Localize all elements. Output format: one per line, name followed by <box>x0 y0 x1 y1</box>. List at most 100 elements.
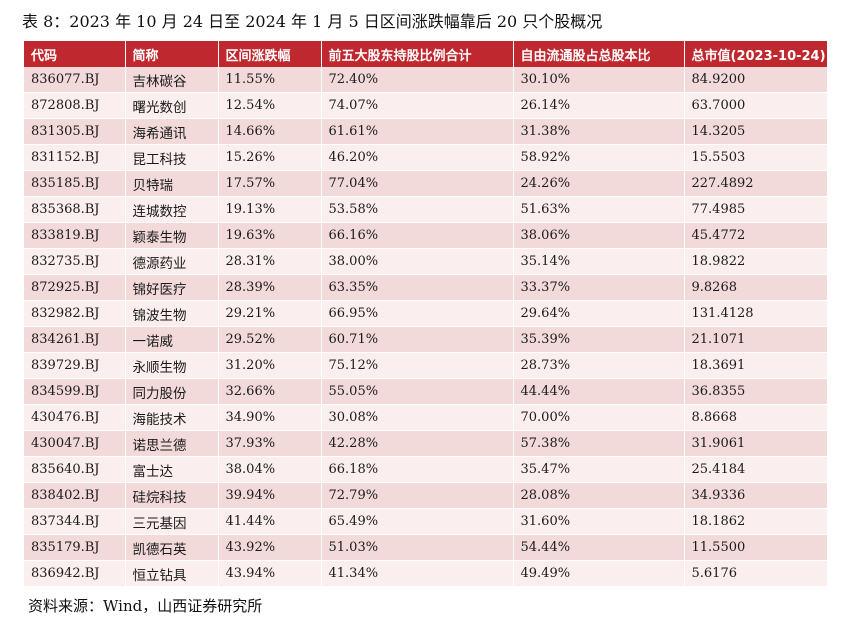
table-row: 836942.BJ 恒立钻具 43.94% 41.34% 49.49% 5.6176 <box>24 560 827 587</box>
cell-code: 835640.BJ <box>24 456 126 483</box>
table-row: 872925.BJ 锦好医疗 28.39% 63.35% 33.37% 9.8268 <box>24 274 827 301</box>
cell-top5-holders: 77.04% <box>321 170 514 197</box>
header-change: 区间涨跌幅 <box>218 41 322 67</box>
cell-change: 32.66% <box>218 378 322 405</box>
cell-code: 831152.BJ <box>24 144 126 171</box>
cell-change: 43.92% <box>218 534 322 561</box>
cell-change: 12.54% <box>218 92 322 119</box>
cell-change: 17.57% <box>218 170 322 197</box>
table-row: 831305.BJ 海希通讯 14.66% 61.61% 31.38% 14.3205 <box>24 118 827 145</box>
header-code: 代码 <box>24 41 126 67</box>
cell-market-cap: 227.4892 <box>684 170 827 197</box>
cell-market-cap: 9.8268 <box>684 274 827 301</box>
table-row: 838402.BJ 硅烷科技 39.94% 72.79% 28.08% 34.9336 <box>24 482 827 509</box>
cell-free-float: 30.10% <box>513 67 685 93</box>
header-top5-holders: 前五大股东持股比例合计 <box>321 41 514 67</box>
cell-change: 15.26% <box>218 144 322 171</box>
cell-change: 31.20% <box>218 352 322 379</box>
cell-top5-holders: 66.95% <box>321 300 514 327</box>
cell-market-cap: 31.9061 <box>684 430 827 457</box>
cell-name: 海能技术 <box>125 404 219 431</box>
cell-change: 38.04% <box>218 456 322 483</box>
cell-market-cap: 18.3691 <box>684 352 827 379</box>
cell-free-float: 51.63% <box>513 196 685 223</box>
cell-name: 颖泰生物 <box>125 222 219 249</box>
cell-code: 430476.BJ <box>24 404 126 431</box>
header-name: 简称 <box>125 41 219 67</box>
cell-change: 11.55% <box>218 67 322 93</box>
cell-top5-holders: 65.49% <box>321 508 514 535</box>
cell-top5-holders: 51.03% <box>321 534 514 561</box>
cell-code: 838402.BJ <box>24 482 126 509</box>
table-row: 430047.BJ 诺思兰德 37.93% 42.28% 57.38% 31.9061 <box>24 430 827 457</box>
cell-free-float: 35.39% <box>513 326 685 353</box>
cell-market-cap: 34.9336 <box>684 482 827 509</box>
cell-name: 凯德石英 <box>125 534 219 561</box>
table-row: 835640.BJ 富士达 38.04% 66.18% 35.47% 25.4184 <box>24 456 827 483</box>
cell-top5-holders: 66.18% <box>321 456 514 483</box>
cell-market-cap: 131.4128 <box>684 300 827 327</box>
cell-top5-holders: 74.07% <box>321 92 514 119</box>
cell-free-float: 31.60% <box>513 508 685 535</box>
table-row: 839729.BJ 永顺生物 31.20% 75.12% 28.73% 18.3691 <box>24 352 827 379</box>
cell-free-float: 49.49% <box>513 560 685 587</box>
cell-code: 835368.BJ <box>24 196 126 223</box>
cell-code: 834261.BJ <box>24 326 126 353</box>
cell-change: 19.13% <box>218 196 322 223</box>
cell-market-cap: 36.8355 <box>684 378 827 405</box>
cell-top5-holders: 55.05% <box>321 378 514 405</box>
cell-code: 834599.BJ <box>24 378 126 405</box>
cell-top5-holders: 60.71% <box>321 326 514 353</box>
table-row: 835179.BJ 凯德石英 43.92% 51.03% 54.44% 11.5500 <box>24 534 827 561</box>
cell-name: 海希通讯 <box>125 118 219 145</box>
cell-change: 28.31% <box>218 248 322 275</box>
cell-change: 19.63% <box>218 222 322 249</box>
cell-change: 29.52% <box>218 326 322 353</box>
cell-name: 德源药业 <box>125 248 219 275</box>
cell-name: 诺思兰德 <box>125 430 219 457</box>
cell-free-float: 33.37% <box>513 274 685 301</box>
cell-top5-holders: 30.08% <box>321 404 514 431</box>
cell-free-float: 70.00% <box>513 404 685 431</box>
cell-market-cap: 18.1862 <box>684 508 827 535</box>
table-row: 833819.BJ 颖泰生物 19.63% 66.16% 38.06% 45.4772 <box>24 222 827 249</box>
table-row: 832982.BJ 锦波生物 29.21% 66.95% 29.64% 131.4128 <box>24 300 827 327</box>
cell-code: 872925.BJ <box>24 274 126 301</box>
table-body: 836077.BJ 吉林碳谷 11.55% 72.40% 30.10% 84.9200 87… <box>24 67 827 587</box>
cell-change: 43.94% <box>218 560 322 587</box>
cell-free-float: 26.14% <box>513 92 685 119</box>
table-header-row: 代码 简称 区间涨跌幅 前五大股东持股比例合计 自由流通股占总股本比 总市值(2… <box>24 41 827 67</box>
cell-free-float: 31.38% <box>513 118 685 145</box>
cell-name: 昆工科技 <box>125 144 219 171</box>
source-note: 资料来源：Wind，山西证券研究所 <box>28 597 263 615</box>
cell-name: 富士达 <box>125 456 219 483</box>
table-row: 836077.BJ 吉林碳谷 11.55% 72.40% 30.10% 84.9200 <box>24 67 827 93</box>
table-row: 430476.BJ 海能技术 34.90% 30.08% 70.00% 8.8668 <box>24 404 827 431</box>
cell-change: 39.94% <box>218 482 322 509</box>
cell-top5-holders: 46.20% <box>321 144 514 171</box>
table-row: 835185.BJ 贝特瑞 17.57% 77.04% 24.26% 227.4892 <box>24 170 827 197</box>
cell-top5-holders: 53.58% <box>321 196 514 223</box>
cell-code: 839729.BJ <box>24 352 126 379</box>
cell-code: 835185.BJ <box>24 170 126 197</box>
cell-name: 恒立钻具 <box>125 560 219 587</box>
cell-top5-holders: 41.34% <box>321 560 514 587</box>
cell-free-float: 24.26% <box>513 170 685 197</box>
cell-change: 28.39% <box>218 274 322 301</box>
header-free-float: 自由流通股占总股本比 <box>513 41 685 67</box>
cell-free-float: 54.44% <box>513 534 685 561</box>
cell-free-float: 35.14% <box>513 248 685 275</box>
cell-code: 833819.BJ <box>24 222 126 249</box>
cell-top5-holders: 63.35% <box>321 274 514 301</box>
cell-code: 831305.BJ <box>24 118 126 145</box>
cell-change: 14.66% <box>218 118 322 145</box>
cell-top5-holders: 72.79% <box>321 482 514 509</box>
cell-market-cap: 15.5503 <box>684 144 827 171</box>
cell-free-float: 58.92% <box>513 144 685 171</box>
table-row: 872808.BJ 曙光数创 12.54% 74.07% 26.14% 63.7000 <box>24 92 827 119</box>
cell-change: 34.90% <box>218 404 322 431</box>
cell-market-cap: 45.4772 <box>684 222 827 249</box>
cell-market-cap: 5.6176 <box>684 560 827 587</box>
cell-change: 29.21% <box>218 300 322 327</box>
cell-code: 430047.BJ <box>24 430 126 457</box>
